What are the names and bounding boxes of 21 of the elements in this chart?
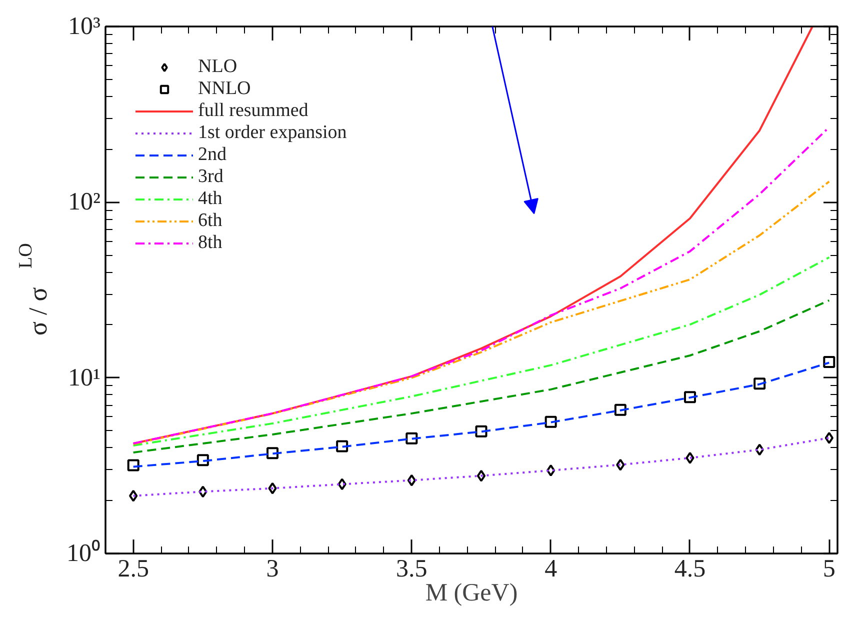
legend-label: NLO	[198, 56, 238, 78]
x-tick-label: 3.5	[396, 556, 428, 582]
legend-label: 4th	[198, 188, 222, 210]
x-axis-title: M (GeV)	[425, 580, 518, 606]
y-tick-label: 10²	[68, 188, 101, 216]
x-tick-label: 4.5	[674, 556, 706, 582]
x-tick-label: 4	[544, 556, 558, 582]
y-tick-label: 10¹	[68, 364, 101, 392]
x-tick-label: 2.5	[118, 556, 149, 582]
legend-label: full resummed	[198, 100, 308, 122]
legend-label: 2nd	[198, 144, 226, 166]
legend-label: 1st order expansion	[198, 122, 347, 144]
legend-label: NNLO	[198, 78, 251, 100]
x-tick-label: 5	[822, 556, 836, 582]
legend-label: 3rd	[198, 166, 224, 188]
legend-label: 8th	[198, 232, 222, 254]
y-axis-title: σ / σLO	[16, 243, 52, 336]
x-tick-label: 3	[266, 556, 279, 582]
y-tick-label: 10³	[68, 13, 102, 40]
legend-label: 6th	[198, 210, 222, 232]
y-tick-label: 10⁰	[66, 539, 100, 567]
